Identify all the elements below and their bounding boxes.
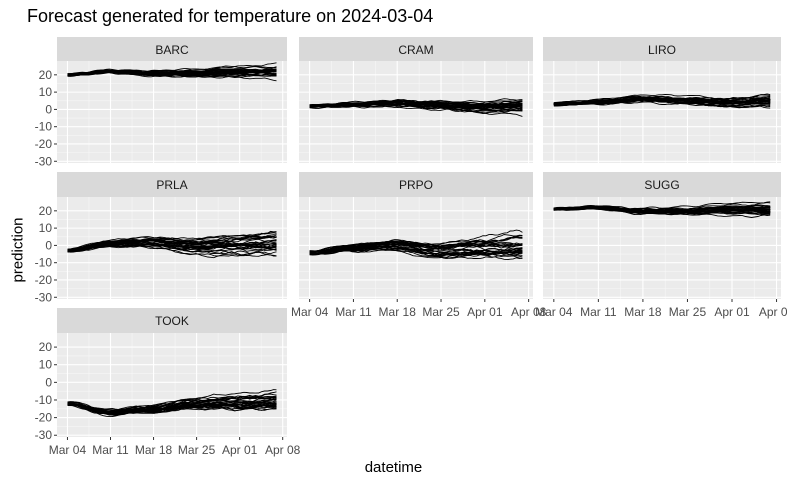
x-tick-label: Apr 08 (265, 443, 301, 457)
x-tick-label: Mar 11 (92, 443, 129, 457)
ensemble-line (553, 205, 771, 212)
facet-strip-label: BARC (155, 43, 189, 57)
x-tick-label: Mar 04 (49, 443, 87, 457)
ensemble-line (309, 102, 523, 109)
x-tick-label: Mar 18 (624, 305, 662, 319)
facet-strip (57, 308, 287, 333)
y-tick-label: -30 (35, 290, 53, 304)
ensemble-line (67, 70, 277, 77)
y-tick-label: -20 (35, 273, 53, 287)
ensemble-line (67, 244, 277, 255)
x-tick-label: Apr 01 (222, 443, 258, 457)
facet-strip (299, 172, 533, 197)
y-tick-label: -30 (35, 428, 53, 442)
x-tick-label: Apr 08 (759, 305, 787, 319)
facet-strip (57, 172, 287, 197)
ensemble-line (553, 94, 771, 104)
facet-strip-label: LIRO (648, 43, 676, 57)
facet-strip (299, 37, 533, 61)
facet-strip-label: PRLA (156, 178, 187, 192)
ensemble-line (309, 102, 523, 112)
ensemble-line (67, 395, 277, 414)
y-tick-label: -20 (35, 411, 53, 425)
facet-strip-label: TOOK (155, 314, 189, 328)
y-axis-title: prediction (9, 217, 27, 283)
x-axis-title: datetime (364, 459, 423, 476)
y-tick-label: 10 (39, 85, 53, 99)
ensemble-line (309, 102, 523, 107)
ensemble-line (553, 206, 771, 213)
ensemble-line (67, 389, 277, 413)
facet-strip-label: PRPO (399, 178, 433, 192)
ensemble-line (309, 244, 523, 254)
facet-panel-cram: CRAM (299, 37, 533, 163)
x-tick-label: Mar 25 (669, 305, 707, 319)
ensemble-line (553, 97, 771, 106)
ensemble-line (67, 242, 277, 253)
x-tick-label: Apr 01 (714, 305, 750, 319)
y-tick-label: -10 (35, 256, 53, 270)
ensemble-line (553, 201, 771, 211)
ensemble-line (309, 240, 523, 252)
ensemble-line (309, 237, 523, 253)
y-tick-label: 20 (39, 204, 53, 218)
facet-panel-sugg: SUGG Mar 04 Mar 11 Mar 18 Mar 25 Apr 01 Apr 08 (535, 172, 787, 319)
panel-background (57, 61, 287, 163)
ensemble-line (309, 99, 523, 106)
x-tick-label: Apr 08 (511, 305, 547, 319)
facet-panel-prpo: PRPO Mar 04 Mar 11 Mar 18 Mar 25 Apr 01 Apr 08 (291, 172, 547, 319)
facet-strip (543, 172, 781, 197)
ensemble-line (309, 245, 523, 256)
x-tick-label: Mar 25 (422, 305, 460, 319)
y-tick-label: 10 (39, 221, 53, 235)
x-tick-label: Mar 11 (580, 305, 617, 319)
facet-strip-label: CRAM (398, 43, 433, 57)
ensemble-line (309, 245, 523, 257)
y-tick-label: 10 (39, 358, 53, 372)
facet-strip (57, 37, 287, 61)
ensemble-line (67, 236, 277, 251)
facet-panel-took: TOOK -30 -20 -10 0 10 20 Mar 04 Mar 11 Mar 18 Mar … (35, 308, 301, 457)
panel-background (543, 61, 781, 163)
y-tick-label: -10 (35, 120, 53, 134)
x-tick-label: Mar 04 (535, 305, 573, 319)
panel-background (57, 333, 287, 437)
x-tick-label: Mar 18 (379, 305, 417, 319)
y-tick-label: -20 (35, 137, 53, 151)
y-tick-label: -30 (35, 154, 53, 168)
y-tick-label: 0 (45, 102, 52, 116)
x-tick-label: Mar 18 (135, 443, 173, 457)
y-tick-label: 0 (45, 375, 52, 389)
x-tick-label: Mar 04 (291, 305, 329, 319)
y-tick-label: 0 (45, 238, 52, 252)
facet-strip (543, 37, 781, 61)
ensemble-line (67, 67, 277, 75)
x-tick-label: Apr 01 (467, 305, 503, 319)
ensemble-line (309, 104, 523, 117)
chart-title: Forecast generated for temperature on 20… (27, 6, 434, 26)
x-tick-label: Mar 11 (335, 305, 372, 319)
facet-panel-barc: BARC -30 -20 -10 0 10 20 (35, 37, 287, 168)
x-tick-label: Mar 25 (178, 443, 216, 457)
y-tick-label: -10 (35, 393, 53, 407)
facet-panel-prla: PRLA -30 -20 -10 0 10 20 (35, 172, 287, 304)
y-tick-label: 20 (39, 340, 53, 354)
ensemble-line (67, 395, 277, 414)
facet-panel-liro: LIRO (543, 37, 781, 163)
ensemble-line (553, 99, 771, 106)
y-tick-label: 20 (39, 68, 53, 82)
ensemble-line (67, 68, 277, 76)
facet-strip-label: SUGG (644, 178, 679, 192)
